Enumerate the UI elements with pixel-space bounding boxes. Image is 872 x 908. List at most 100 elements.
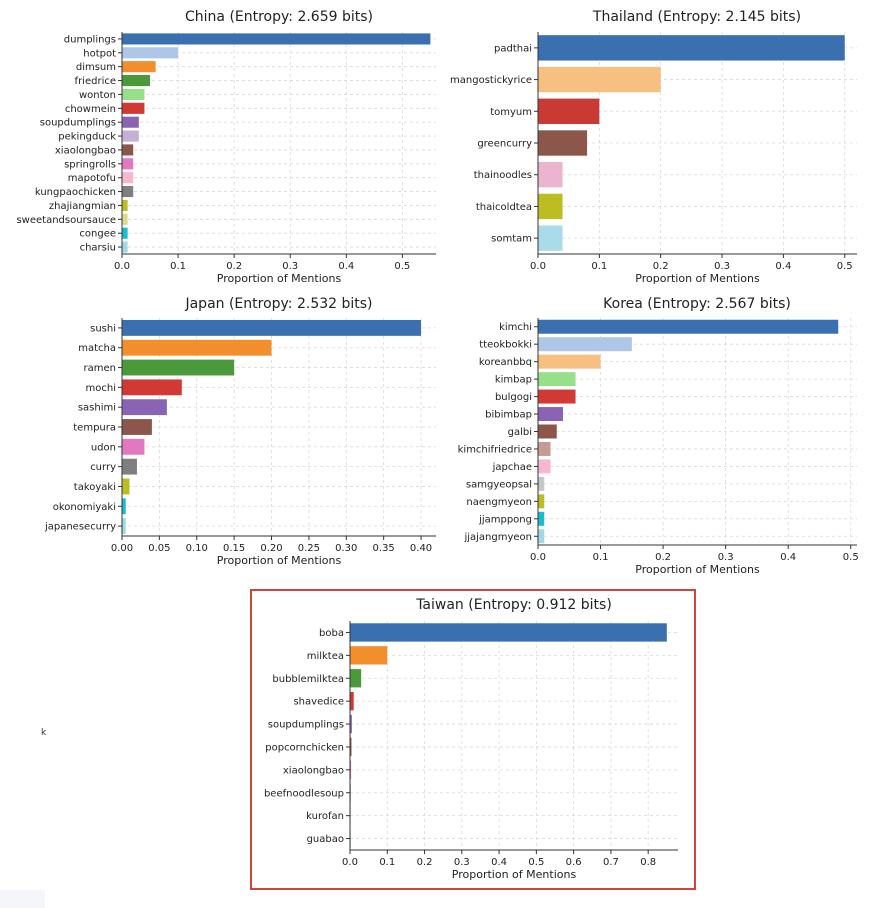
category-label-guabao: guabao <box>307 834 344 845</box>
category-label-jjamppong: jjamppong <box>478 514 532 525</box>
bar-soupdumplings <box>350 714 352 734</box>
x-tick-label: 0.1 <box>170 261 186 272</box>
bar-jjamppong <box>538 511 545 526</box>
chart-japan: Japan (Entropy: 2.532 bits) 0.00 0.05 0.10 0… <box>44 296 436 567</box>
category-label-bibimbap: bibimbap <box>485 410 532 421</box>
x-tick-label: 0.8 <box>640 857 656 868</box>
category-label-somtam: somtam <box>491 234 532 245</box>
bar-mapotofu <box>122 172 134 184</box>
category-label-kimbap: kimbap <box>495 375 532 386</box>
bar-thainoodles <box>538 162 563 188</box>
category-label-soupdumplings: soupdumplings <box>40 118 116 129</box>
category-label-sashimi: sashimi <box>78 403 116 414</box>
x-tick-label: 0.6 <box>566 857 582 868</box>
x-tick-label: 0.2 <box>417 857 433 868</box>
bar-takoyaki <box>122 478 130 495</box>
bar-sashimi <box>122 399 167 416</box>
bar-kungpaochicken <box>122 186 134 198</box>
bar-mangostickyrice <box>538 66 661 93</box>
bar-bulgogi <box>538 389 576 404</box>
x-tick-label: 0.4 <box>775 261 791 272</box>
chart-thailand: Thailand (Entropy: 2.145 bits) 0.0 0.1 0.2 0… <box>450 9 857 285</box>
bar-tomyum <box>538 98 600 124</box>
category-label-mochi: mochi <box>86 383 116 394</box>
x-tick-label: 0.0 <box>530 261 546 272</box>
category-label-tomyum: tomyum <box>490 107 532 118</box>
category-label-matcha: matcha <box>78 343 116 354</box>
category-label-samgyeopsal: samgyeopsal <box>466 479 532 490</box>
category-label-beefnoodlesoup: beefnoodlesoup <box>264 788 344 799</box>
chart-title: Taiwan (Entropy: 0.912 bits) <box>415 597 612 613</box>
category-label-chowmein: chowmein <box>65 104 116 115</box>
x-tick-label: 0.35 <box>373 543 395 554</box>
category-label-bubblemilktea: bubblemilktea <box>272 674 344 685</box>
category-label-wonton: wonton <box>79 90 116 101</box>
bar-charsiu <box>122 241 128 253</box>
x-tick-label: 0.2 <box>226 261 242 272</box>
x-tick-label: 0.20 <box>260 543 282 554</box>
bar-hotpot <box>122 47 179 59</box>
category-label-tteokbokki: tteokbokki <box>479 340 532 351</box>
bar-galbi <box>538 424 557 439</box>
category-label-udon: udon <box>91 442 116 453</box>
x-tick-label: 0.30 <box>335 543 357 554</box>
bar-udon <box>122 438 145 455</box>
category-label-sweetandsoursauce: sweetandsoursauce <box>16 215 116 226</box>
category-label-friedrice: friedrice <box>75 76 116 87</box>
bar-koreanbbq <box>538 354 601 369</box>
category-label-okonomiyaki: okonomiyaki <box>53 502 116 513</box>
bar-kimbap <box>538 372 576 387</box>
category-label-congee: congee <box>79 229 116 240</box>
category-label-soupdumplings: soupdumplings <box>268 720 344 731</box>
x-axis-label: Proportion of Mentions <box>452 868 577 881</box>
stray-character: k <box>41 728 47 738</box>
x-tick-label: 0.1 <box>593 552 609 563</box>
x-tick-label: 0.40 <box>410 543 432 554</box>
bar-mochi <box>122 379 182 396</box>
category-label-thaicoldtea: thaicoldtea <box>476 202 532 213</box>
category-label-thainoodles: thainoodles <box>474 170 532 181</box>
bar-xiaolongbao <box>122 144 134 156</box>
category-label-boba: boba <box>319 628 344 639</box>
category-label-springrolls: springrolls <box>64 159 116 170</box>
chart-title: Korea (Entropy: 2.567 bits) <box>603 296 791 312</box>
bar-japchae <box>538 459 551 474</box>
category-label-zhajiangmian: zhajiangmian <box>49 201 116 212</box>
category-label-jjajangmyeon: jjajangmyeon <box>463 532 532 543</box>
x-tick-label: 0.2 <box>653 261 669 272</box>
category-label-xiaolongbao: xiaolongbao <box>283 765 344 776</box>
bar-shavedice <box>350 691 354 711</box>
category-label-shavedice: shavedice <box>293 697 344 708</box>
category-label-popcornchicken: popcornchicken <box>265 742 344 753</box>
x-axis-label: Proportion of Mentions <box>635 563 760 576</box>
x-tick-label: 0.05 <box>148 543 170 554</box>
bar-padthai <box>538 35 845 61</box>
x-tick-label: 0.5 <box>528 857 544 868</box>
x-tick-label: 0.0 <box>530 552 546 563</box>
bar-dimsum <box>122 61 156 73</box>
bar-boba <box>350 623 667 642</box>
bar-greencurry <box>538 130 588 156</box>
category-label-padthai: padthai <box>494 43 532 54</box>
x-tick-label: 0.7 <box>603 857 619 868</box>
chart-title: Thailand (Entropy: 2.145 bits) <box>592 9 801 25</box>
category-label-tempura: tempura <box>73 423 116 434</box>
x-tick-label: 0.15 <box>223 543 245 554</box>
category-label-takoyaki: takoyaki <box>74 482 116 493</box>
category-label-dimsum: dimsum <box>76 62 116 73</box>
bar-ramen <box>122 359 235 376</box>
category-label-xiaolongbao: xiaolongbao <box>55 145 116 156</box>
x-tick-label: 0.5 <box>837 261 853 272</box>
category-label-naengmyeon: naengmyeon <box>466 497 532 508</box>
bar-samgyeopsal <box>538 476 545 491</box>
chart-china: China (Entropy: 2.659 bits) 0.0 0.1 0.2 0.3 0… <box>16 9 436 285</box>
bar-springrolls <box>122 158 134 170</box>
x-tick-label: 0.10 <box>186 543 208 554</box>
category-label-hotpot: hotpot <box>83 48 116 59</box>
category-label-kungpaochicken: kungpaochicken <box>35 187 116 198</box>
chart-taiwan: Taiwan (Entropy: 0.912 bits) 0.0 0.1 0.2 0.3… <box>264 597 678 881</box>
x-tick-label: 0.2 <box>655 552 671 563</box>
bar-bubblemilktea <box>350 669 362 688</box>
x-tick-label: 0.3 <box>718 552 734 563</box>
bar-soupdumplings <box>122 116 139 128</box>
